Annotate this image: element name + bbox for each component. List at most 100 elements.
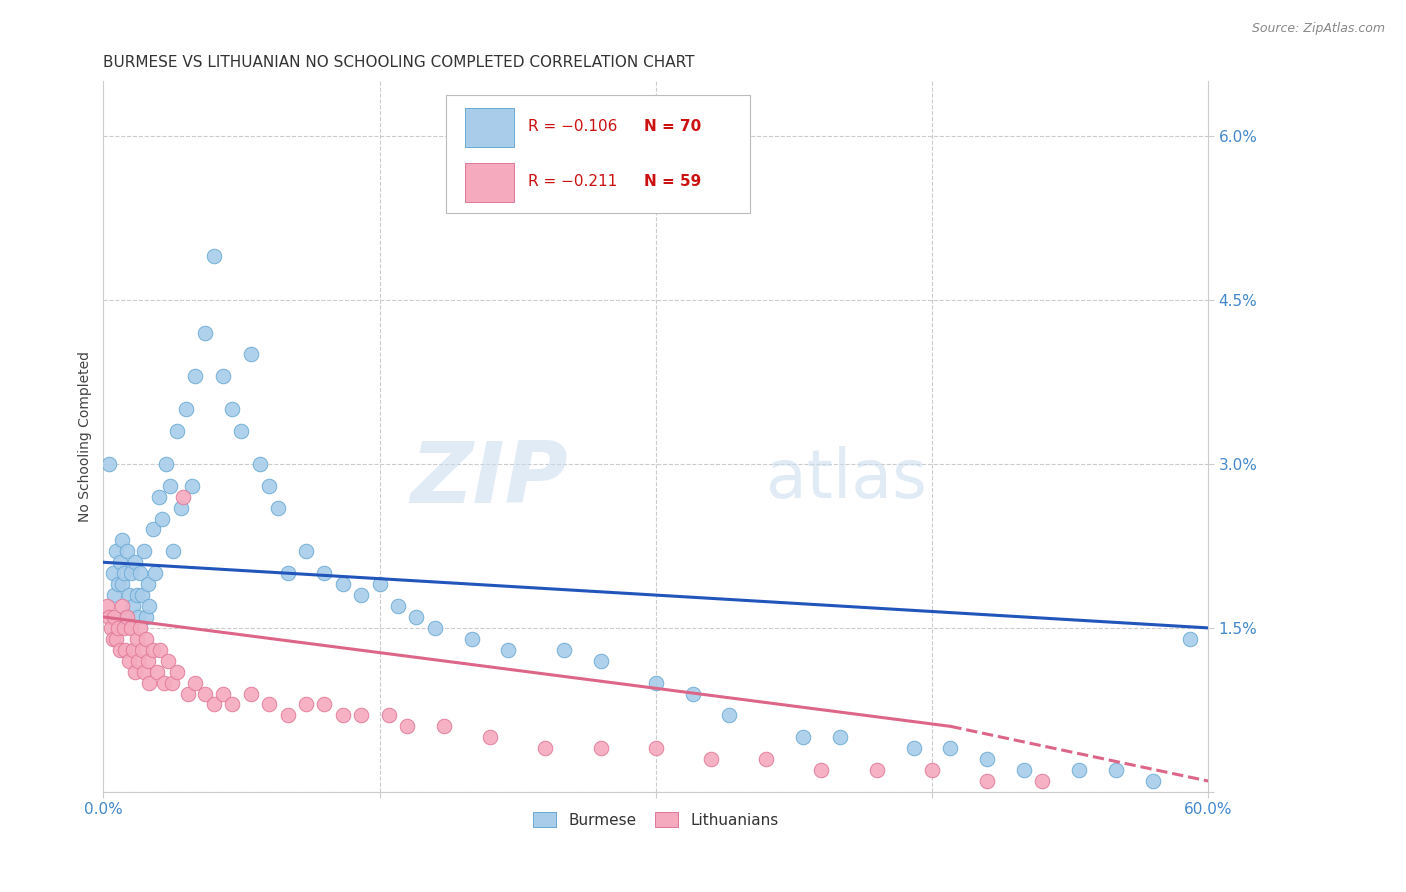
Point [96, 599, 118, 613]
Point [828, 731, 851, 745]
Point [903, 741, 925, 756]
Point [107, 621, 129, 635]
Point [103, 588, 125, 602]
Point [142, 523, 165, 537]
Text: atlas: atlas [766, 446, 927, 512]
Point [132, 544, 155, 558]
Point [131, 642, 153, 657]
Point [810, 763, 832, 777]
Point [479, 731, 502, 745]
Point [172, 490, 194, 504]
Point [249, 457, 271, 471]
Point [239, 347, 262, 361]
Point [350, 588, 373, 602]
Point [1031, 774, 1053, 789]
Point [295, 698, 318, 712]
Point [276, 566, 298, 581]
Point [405, 610, 427, 624]
Point [589, 654, 612, 668]
Point [117, 610, 139, 624]
Point [350, 708, 373, 723]
Point [212, 686, 235, 700]
Point [184, 369, 207, 384]
Point [125, 588, 148, 602]
Point [114, 610, 136, 624]
Point [755, 752, 778, 766]
Point [1105, 763, 1128, 777]
Point [121, 642, 143, 657]
Point [103, 610, 125, 624]
Point [257, 698, 280, 712]
Point [177, 686, 200, 700]
Legend: Burmese, Lithuanians: Burmese, Lithuanians [527, 806, 785, 834]
Text: Source: ZipAtlas.com: Source: ZipAtlas.com [1251, 22, 1385, 36]
Point [111, 533, 134, 548]
Point [150, 511, 173, 525]
Point [174, 402, 197, 417]
FancyBboxPatch shape [464, 162, 515, 202]
Point [184, 675, 207, 690]
Point [166, 424, 188, 438]
Text: N = 70: N = 70 [644, 120, 700, 135]
Point [166, 665, 188, 679]
Point [118, 588, 141, 602]
Point [682, 686, 704, 700]
Point [160, 675, 183, 690]
Point [267, 500, 290, 515]
Point [124, 665, 146, 679]
Point [136, 654, 159, 668]
Point [132, 665, 155, 679]
Point [221, 402, 243, 417]
Point [105, 632, 128, 646]
Point [257, 479, 280, 493]
Point [1142, 774, 1164, 789]
Point [149, 642, 172, 657]
Point [120, 566, 142, 581]
Point [1069, 763, 1091, 777]
Point [111, 599, 134, 613]
Point [921, 763, 943, 777]
Point [125, 632, 148, 646]
Point [180, 479, 202, 493]
FancyBboxPatch shape [464, 108, 515, 147]
Point [138, 675, 160, 690]
Text: R = −0.106: R = −0.106 [527, 120, 617, 135]
Point [221, 698, 243, 712]
Point [1178, 632, 1201, 646]
Point [170, 500, 193, 515]
Point [534, 741, 557, 756]
Point [108, 642, 131, 657]
Point [276, 708, 298, 723]
Point [792, 731, 814, 745]
Point [97, 457, 120, 471]
Y-axis label: No Schooling Completed: No Schooling Completed [79, 351, 93, 522]
Point [194, 686, 217, 700]
Point [433, 719, 456, 733]
Point [136, 577, 159, 591]
Point [460, 632, 482, 646]
Point [107, 577, 129, 591]
Point [718, 708, 741, 723]
Point [100, 621, 122, 635]
Point [212, 369, 235, 384]
Point [423, 621, 446, 635]
Point [111, 577, 134, 591]
Point [146, 665, 169, 679]
Point [295, 544, 318, 558]
Point [202, 249, 225, 263]
Text: BURMESE VS LITHUANIAN NO SCHOOLING COMPLETED CORRELATION CHART: BURMESE VS LITHUANIAN NO SCHOOLING COMPL… [104, 55, 695, 70]
Point [314, 698, 336, 712]
Point [231, 424, 253, 438]
Point [976, 752, 998, 766]
Point [118, 654, 141, 668]
Point [148, 490, 170, 504]
Point [156, 654, 179, 668]
Point [129, 621, 152, 635]
Point [112, 566, 135, 581]
Point [135, 610, 157, 624]
Point [387, 599, 409, 613]
Point [589, 741, 612, 756]
Point [1012, 763, 1035, 777]
Point [332, 577, 354, 591]
Text: R = −0.211: R = −0.211 [527, 175, 617, 189]
